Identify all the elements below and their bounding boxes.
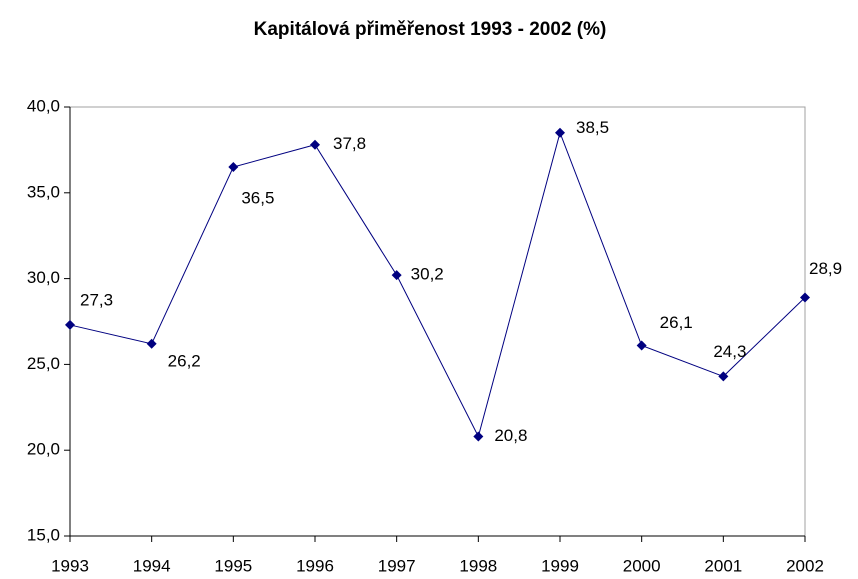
- y-tick-label: 35,0: [27, 182, 60, 201]
- chart-title: Kapitálová přiměřenost 1993 - 2002 (%): [254, 19, 607, 40]
- data-label: 26,2: [168, 351, 201, 370]
- x-tick-label: 1994: [133, 556, 171, 575]
- x-tick-label: 1999: [541, 556, 579, 575]
- data-point: [391, 270, 402, 281]
- x-tick-label: 2002: [786, 556, 824, 575]
- data-point: [65, 319, 75, 330]
- data-point: [800, 292, 810, 303]
- series-line: [69, 131, 806, 438]
- data-label: 24,3: [713, 342, 746, 361]
- y-tick-label: 40,0: [27, 96, 60, 115]
- data-point: [636, 340, 647, 351]
- x-tick-label: 1996: [296, 556, 334, 575]
- data-label: 38,5: [576, 118, 609, 137]
- data-label: 20,8: [494, 426, 527, 445]
- plot-area: [69, 106, 806, 537]
- x-tick-label: 1998: [459, 556, 497, 575]
- x-tick-label: 1993: [51, 556, 89, 575]
- y-tick-label: 30,0: [27, 268, 60, 287]
- data-label: 28,9: [809, 259, 842, 278]
- y-tick-label: 15,0: [27, 525, 60, 544]
- data-label: 26,1: [660, 313, 693, 332]
- data-label: 30,2: [411, 265, 444, 284]
- data-label: 36,5: [241, 189, 274, 208]
- data-point: [146, 338, 157, 349]
- data-point: [555, 127, 565, 138]
- x-tick-label: 2000: [623, 556, 661, 575]
- x-tick-label: 2001: [704, 556, 742, 575]
- data-point: [310, 139, 320, 150]
- data-point: [228, 162, 239, 173]
- x-tick-label: 1995: [214, 556, 252, 575]
- data-point: [473, 431, 484, 442]
- data-point: [718, 371, 729, 382]
- x-tick-label: 1997: [378, 556, 416, 575]
- y-tick-label: 20,0: [27, 440, 60, 459]
- data-label: 37,8: [333, 134, 366, 153]
- data-label: 27,3: [80, 290, 113, 309]
- y-tick-label: 25,0: [27, 354, 60, 373]
